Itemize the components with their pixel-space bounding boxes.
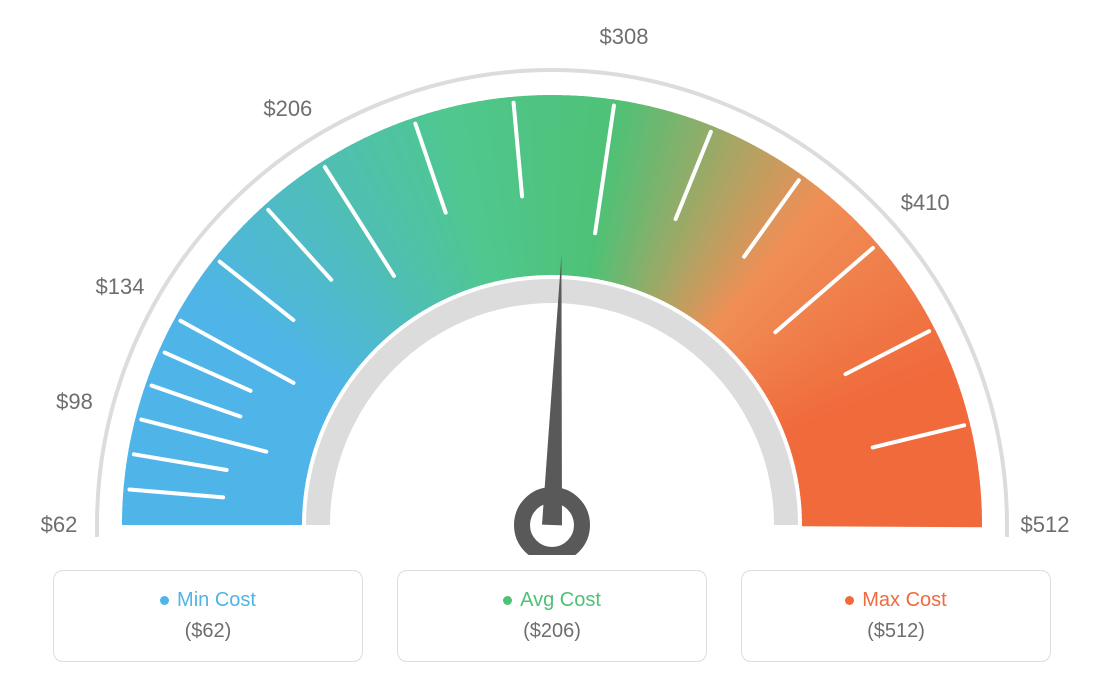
legend-row: Min Cost ($62) Avg Cost ($206) Max Cost … [53, 570, 1051, 662]
legend-title-min: Min Cost [160, 589, 256, 612]
legend-card-avg: Avg Cost ($206) [397, 570, 707, 662]
gauge-tick-label: $512 [1021, 512, 1070, 538]
gauge-tick-label: $308 [600, 24, 649, 50]
legend-card-max: Max Cost ($512) [741, 570, 1051, 662]
legend-value-max: ($512) [867, 620, 925, 643]
legend-title-max: Max Cost [845, 589, 946, 612]
gauge-tick-label: $98 [56, 389, 93, 415]
avg-dot-icon [503, 596, 512, 605]
gauge-tick-label: $62 [41, 512, 78, 538]
legend-label-max: Max Cost [862, 589, 946, 612]
gauge-tick-label: $410 [901, 190, 950, 216]
gauge-svg [52, 15, 1052, 555]
gauge-tick-label: $206 [263, 96, 312, 122]
legend-label-min: Min Cost [177, 589, 256, 612]
legend-card-min: Min Cost ($62) [53, 570, 363, 662]
legend-value-avg: ($206) [523, 620, 581, 643]
legend-value-min: ($62) [185, 620, 232, 643]
cost-gauge: $62$98$134$206$308$410$512 [52, 15, 1052, 555]
legend-title-avg: Avg Cost [503, 589, 601, 612]
max-dot-icon [845, 596, 854, 605]
min-dot-icon [160, 596, 169, 605]
gauge-tick-label: $134 [95, 274, 144, 300]
legend-label-avg: Avg Cost [520, 589, 601, 612]
